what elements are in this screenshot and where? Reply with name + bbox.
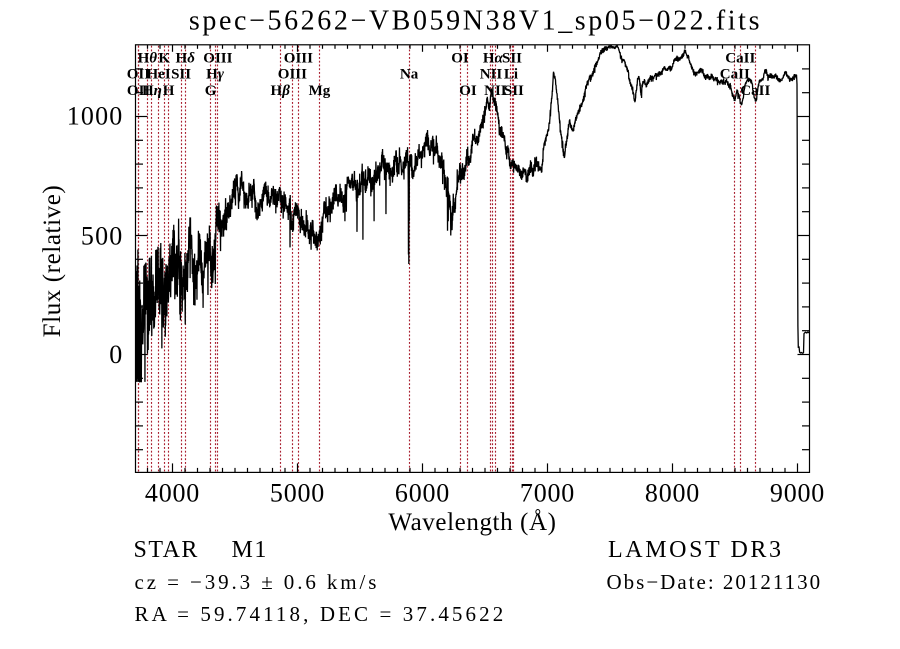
svg-text:Hα: Hα xyxy=(483,51,504,67)
svg-text:NII: NII xyxy=(480,67,503,83)
svg-text:0: 0 xyxy=(109,340,123,369)
svg-text:5000: 5000 xyxy=(270,479,325,508)
svg-text:OIII: OIII xyxy=(284,51,313,67)
svg-text:cz = −39.3 ± 0.6 km/s: cz = −39.3 ± 0.6 km/s xyxy=(135,570,380,594)
svg-text:4000: 4000 xyxy=(145,479,200,508)
svg-text:spec−56262−VB059N38V1_sp05−022: spec−56262−VB059N38V1_sp05−022.fits xyxy=(189,6,762,37)
svg-text:H: H xyxy=(163,83,175,99)
svg-text:G: G xyxy=(205,83,217,99)
svg-text:OIII: OIII xyxy=(203,51,232,67)
svg-text:OI: OI xyxy=(459,83,477,99)
svg-text:7000: 7000 xyxy=(520,479,575,508)
svg-text:Hγ: Hγ xyxy=(206,67,225,83)
svg-text:Obs−Date: 20121130: Obs−Date: 20121130 xyxy=(607,570,823,594)
svg-text:6000: 6000 xyxy=(395,479,450,508)
svg-text:RA = 59.74118, DEC = 37.4562: RA = 59.74118, DEC = 37.45622 xyxy=(135,602,507,626)
svg-text:Hη: Hη xyxy=(142,83,162,99)
svg-text:STAR: STAR xyxy=(134,537,199,563)
svg-text:CaII: CaII xyxy=(740,83,770,99)
svg-text:LAMOST DR3: LAMOST DR3 xyxy=(608,537,784,563)
svg-text:SII: SII xyxy=(504,83,524,99)
svg-text:Li: Li xyxy=(504,67,518,83)
svg-text:M1: M1 xyxy=(232,537,268,563)
svg-text:9000: 9000 xyxy=(770,479,825,508)
svg-text:500: 500 xyxy=(81,221,124,250)
svg-text:K: K xyxy=(158,51,170,67)
svg-text:CaII: CaII xyxy=(720,67,750,83)
svg-text:OII: OII xyxy=(127,83,151,99)
svg-text:OI: OI xyxy=(451,51,469,67)
svg-text:OIII: OIII xyxy=(278,67,307,83)
svg-text:Hδ: Hδ xyxy=(176,51,196,67)
svg-text:HeI: HeI xyxy=(147,67,171,83)
svg-text:Mg: Mg xyxy=(309,83,331,99)
svg-text:1000: 1000 xyxy=(67,102,124,131)
svg-text:Na: Na xyxy=(400,67,419,83)
svg-text:Flux (relative): Flux (relative) xyxy=(39,185,66,338)
svg-text:NII: NII xyxy=(484,83,507,99)
svg-text:8000: 8000 xyxy=(645,479,700,508)
svg-text:Hβ: Hβ xyxy=(271,83,291,99)
svg-text:OII: OII xyxy=(127,67,151,83)
svg-text:CaII: CaII xyxy=(725,51,755,67)
svg-text:SII: SII xyxy=(502,51,522,67)
svg-text:Hθ: Hθ xyxy=(138,51,158,67)
svg-text:SII: SII xyxy=(171,67,191,83)
svg-text:Wavelength (Å): Wavelength (Å) xyxy=(388,509,556,536)
